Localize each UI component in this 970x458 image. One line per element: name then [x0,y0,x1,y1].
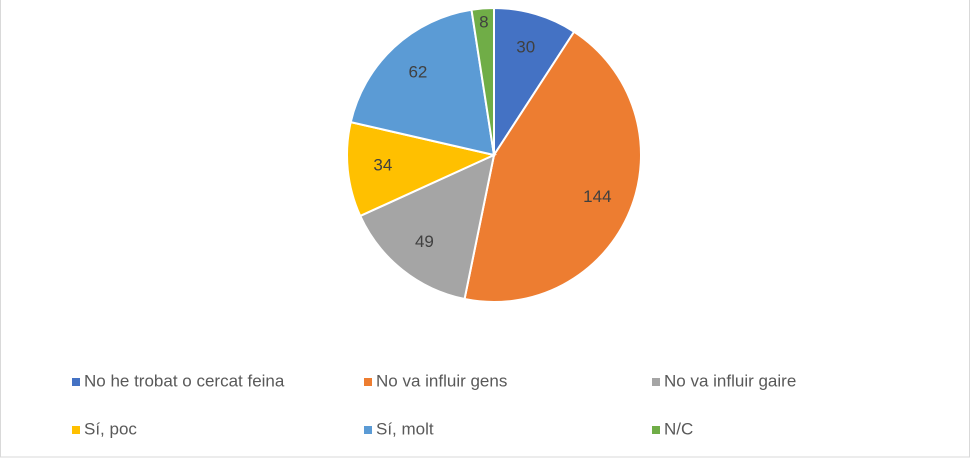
legend-marker [652,426,660,434]
legend-label: N/C [664,419,693,438]
data-label: 49 [415,232,434,251]
pie-slice [493,6,576,159]
legend-label: No he trobat o cercat feina [84,371,285,390]
data-label: 30 [516,37,535,56]
data-label: 8 [479,13,488,32]
legend-label: Sí, molt [376,419,434,438]
legend-label: No va influir gens [376,371,507,390]
legend-marker [652,378,660,386]
legend-marker [72,378,80,386]
legend-marker [364,378,372,386]
data-label: 34 [373,156,392,175]
pie-slice [358,153,496,301]
legend-marker [72,426,80,434]
legend-label: No va influir gaire [664,371,796,390]
legend-label: Sí, poc [84,419,137,438]
data-label: 62 [408,63,427,82]
pie-slice [349,8,496,157]
data-label: 144 [583,187,611,206]
pie-slice [470,6,495,156]
legend-marker [364,426,372,434]
pie-slice [463,30,642,303]
pie-slice [346,120,498,218]
